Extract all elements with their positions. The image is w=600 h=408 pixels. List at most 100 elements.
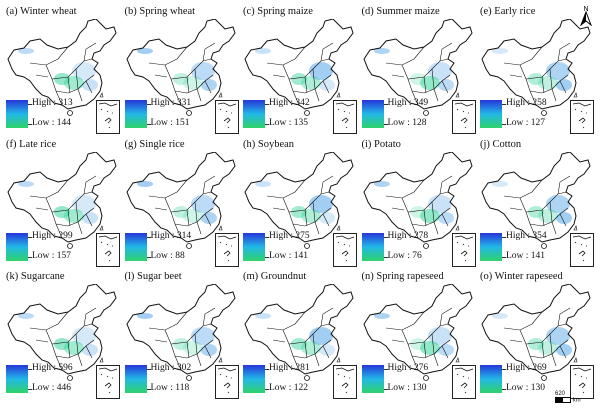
legend-tick [146,104,151,105]
legend-tick [146,369,151,370]
panel-title: (n) Spring rapeseed [361,271,444,282]
legend-tick [383,104,388,105]
yield-area [82,211,98,224]
map-panel: (h) Soybean High : 275 Low : 141 [239,135,357,268]
yield-area [528,338,544,350]
yield-area [291,73,307,85]
legend-gradient [243,232,265,261]
south-china-sea-inset [333,232,357,267]
legend-tick [146,256,151,258]
yield-area [409,73,426,85]
legend-high: High : 313 [32,98,73,108]
south-china-sea-inset [96,365,120,399]
legend-high: High : 275 [269,230,310,241]
legend-low: Low : 127 [506,118,546,128]
south-china-sea-inset [570,365,594,399]
legend-low: Low : 135 [269,118,309,128]
yield-area [427,194,452,213]
yield-area [427,327,452,345]
map-panel: (m) Groundnut High : 281 Low : 122 [239,267,357,400]
yield-area [190,194,215,213]
legend-gradient [124,100,147,128]
legend-tick [502,256,506,258]
yield-area [546,62,570,80]
legend-tick [265,256,269,258]
yield-area [172,73,189,85]
yield-area [255,48,271,54]
yield-area [54,205,70,218]
legend-high: High : 349 [387,98,429,108]
panel-title: (m) Groundnut [243,271,307,282]
legend-tick [502,104,506,105]
legend-tick [28,256,32,258]
legend-gradient [6,100,28,128]
scale-bar: 620 km [555,391,581,404]
legend-tick [146,124,151,125]
yield-area [18,48,34,54]
yield-area [255,313,271,319]
legend-low: Low : 118 [150,383,190,393]
north-arrow-icon: N [580,6,592,26]
panel-title: (o) Winter rapeseed [480,271,563,282]
yield-area [72,327,96,345]
yield-area [18,180,34,187]
legend-gradient [361,365,384,393]
china-map [363,19,472,116]
yield-area [136,48,153,54]
yield-area [190,62,215,80]
yield-area [373,48,390,54]
map-panel: (f) Late rice High : 299 Low : 157 [2,135,120,268]
china-map [481,284,591,381]
south-china-sea-inset [214,232,239,267]
yield-area [437,211,454,224]
legend-low: Low : 144 [32,118,72,128]
yield-area [72,62,96,80]
yield-area [309,194,333,213]
legend-gradient [361,232,384,261]
panel-title: (h) Soybean [243,138,295,150]
yield-area [172,205,189,218]
legend-low: Low : 141 [506,250,546,261]
legend-tick [146,389,151,390]
yield-area [528,205,544,218]
map-panel: (d) Summer maize High : 349 Low : 128 [358,2,476,135]
south-china-sea-inset [451,100,476,134]
china-map [7,19,117,116]
legend-tick [28,104,32,105]
yield-area [18,313,34,319]
yield-area [291,338,307,350]
china-map [363,284,472,381]
map-panel: (i) Potato High : 278 Low : 76 [358,135,476,268]
legend-tick [502,124,506,125]
china-map [7,151,117,249]
yield-area [136,313,153,319]
yield-area [319,211,335,224]
map-panel: (b) Spring wheat High : 331 Low : 151 [121,2,239,135]
yield-area [546,327,570,345]
yield-area [492,180,508,187]
legend-gradient [6,365,28,393]
yield-area [200,79,217,91]
legend-tick [383,124,388,125]
china-map [244,19,354,116]
yield-area [319,344,335,356]
legend-tick [28,236,32,238]
yield-area [319,79,335,91]
yield-area [409,205,426,218]
south-china-sea-inset [570,100,594,134]
yield-area [492,48,508,54]
legend-tick [28,124,32,125]
legend-low: Low : 446 [32,383,72,393]
legend-gradient [124,365,147,393]
map-panel: (n) Spring rapeseed High : 276 Low : 130 [358,267,476,400]
legend-gradient [243,100,265,128]
legend-low: Low : 141 [269,250,309,261]
yield-area [54,338,70,350]
legend-gradient [124,232,147,261]
map-panel: (a) Winter wheat High : 313 Low : 144 [2,2,120,135]
legend-tick [265,369,269,370]
china-map [481,151,591,249]
panel-title: (l) Sugar beet [124,271,182,282]
scale-value: 620 [555,391,566,397]
